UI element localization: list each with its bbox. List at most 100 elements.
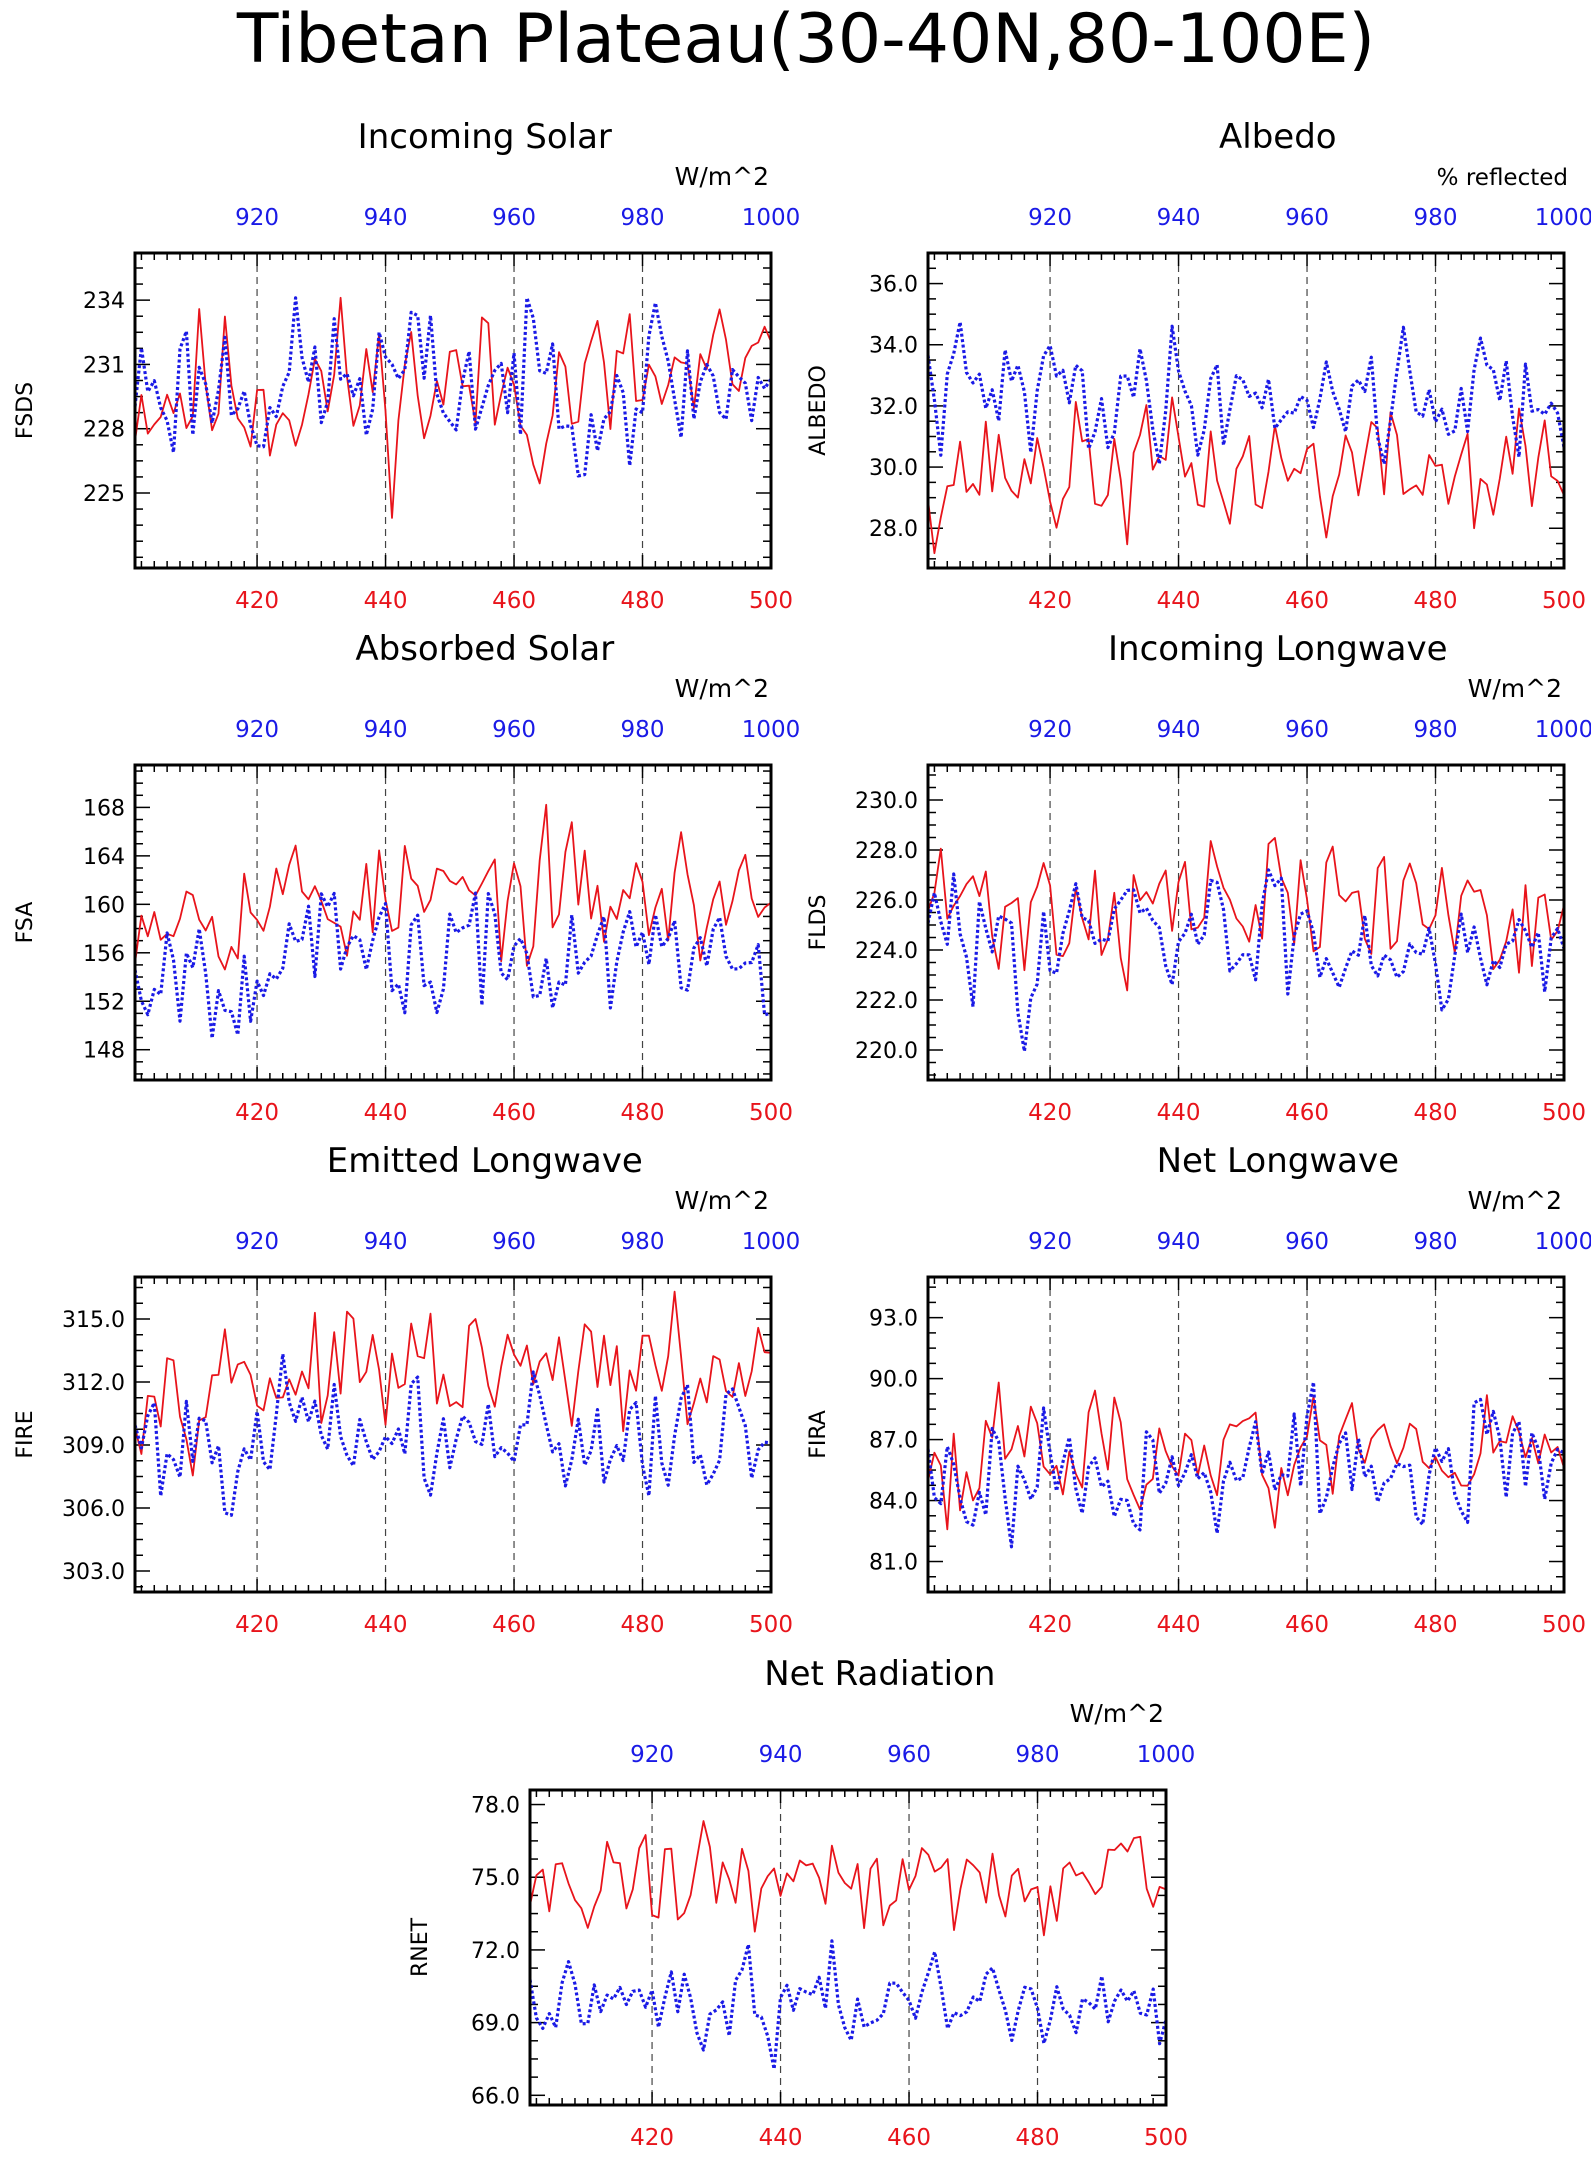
y-tick-label: 315.0 xyxy=(62,1308,125,1333)
units-label: W/m^2 xyxy=(675,162,769,191)
x-tick-label-bottom: 500 xyxy=(1542,1612,1586,1638)
x-tick-label-bottom: 420 xyxy=(235,1612,279,1638)
series-line-blue xyxy=(528,1939,1168,2071)
x-tick-label-bottom: 440 xyxy=(1157,1100,1201,1126)
x-tick-label-top: 960 xyxy=(492,205,536,231)
series-line-blue xyxy=(926,868,1566,1053)
x-tick-label-top: 1000 xyxy=(1137,1742,1196,1768)
units-label: W/m^2 xyxy=(1468,674,1562,703)
x-tick-label-top: 920 xyxy=(630,1742,674,1768)
y-tick-label: 224.0 xyxy=(855,939,918,964)
y-axis-label: RNET xyxy=(408,1917,433,1977)
y-axis-label: FLDS xyxy=(806,895,831,951)
y-tick-label: 164 xyxy=(83,845,125,870)
plot-frame xyxy=(133,251,773,570)
x-tick-label-bottom: 480 xyxy=(1016,2125,1060,2151)
y-tick-label: 228 xyxy=(83,418,125,443)
x-tick-label-top: 960 xyxy=(1285,717,1329,743)
y-tick-label: 160 xyxy=(83,893,125,918)
y-tick-label: 156 xyxy=(83,942,125,967)
y-tick-label: 312.0 xyxy=(62,1371,125,1396)
series-line-blue xyxy=(133,296,773,478)
x-tick-label-bottom: 440 xyxy=(364,588,408,614)
series-line-red xyxy=(134,1290,772,1477)
x-tick-label-bottom: 420 xyxy=(235,1100,279,1126)
x-tick-label-top: 1000 xyxy=(742,717,801,743)
x-tick-label-bottom: 460 xyxy=(1285,588,1329,614)
x-tick-label-bottom: 480 xyxy=(621,1100,665,1126)
plot-frame xyxy=(133,1275,773,1594)
y-axis-label: ALBEDO xyxy=(806,365,831,456)
y-tick-label: 66.0 xyxy=(471,2084,520,2109)
y-tick-label: 306.0 xyxy=(62,1497,125,1522)
panel-albedo: Albedo % reflected ALBEDO 420 440 460 480 500 92… xyxy=(806,117,1591,614)
units-label: W/m^2 xyxy=(1070,1699,1164,1728)
y-tick-label: 69.0 xyxy=(471,2012,520,2037)
series-line-red xyxy=(134,296,772,519)
y-tick-label: 78.0 xyxy=(471,1794,520,1819)
panel-title: Emitted Longwave xyxy=(327,1141,643,1181)
x-tick-label-top: 960 xyxy=(492,1229,536,1255)
y-tick-label: 220.0 xyxy=(855,1039,918,1064)
panel-net-radiation: Net Radiation W/m^2 RNET 420 440 460 480 500 920… xyxy=(408,1654,1195,2151)
x-tick-label-top: 920 xyxy=(235,717,279,743)
y-tick-label: 87.0 xyxy=(869,1429,918,1454)
series-line-red xyxy=(927,837,1565,992)
series-line-blue xyxy=(133,1352,772,1517)
panel-incoming-solar: Incoming Solar W/m^2 FSDS 420 440 460 480 500 92… xyxy=(13,117,800,614)
series-line-blue xyxy=(133,891,772,1040)
y-tick-label: 28.0 xyxy=(869,517,918,542)
x-tick-label-bottom: 500 xyxy=(749,1100,793,1126)
x-tick-label-bottom: 440 xyxy=(1157,588,1201,614)
plot-frame xyxy=(926,763,1566,1082)
y-tick-label: 75.0 xyxy=(471,1866,520,1891)
y-tick-label: 222.0 xyxy=(855,989,918,1014)
units-label: W/m^2 xyxy=(675,1186,769,1215)
x-tick-label-top: 1000 xyxy=(1535,717,1591,743)
x-tick-label-top: 940 xyxy=(759,1742,803,1768)
series-line-red xyxy=(134,803,772,971)
x-tick-label-top: 980 xyxy=(1414,205,1458,231)
plot-frame xyxy=(133,763,773,1082)
panel-title: Incoming Solar xyxy=(358,117,612,157)
figure-title: Tibetan Plateau(30-40N,80-100E) xyxy=(236,0,1375,79)
x-tick-label-top: 960 xyxy=(1285,205,1329,231)
y-tick-label: 231 xyxy=(83,353,125,378)
y-tick-label: 90.0 xyxy=(869,1368,918,1393)
x-tick-label-bottom: 420 xyxy=(235,588,279,614)
y-tick-label: 32.0 xyxy=(869,395,918,420)
y-tick-label: 230.0 xyxy=(855,789,918,814)
plot-frame xyxy=(926,1275,1566,1594)
x-tick-label-bottom: 460 xyxy=(887,2125,931,2151)
x-tick-label-bottom: 500 xyxy=(1542,588,1586,614)
x-tick-label-bottom: 440 xyxy=(364,1612,408,1638)
panel-title: Incoming Longwave xyxy=(1108,629,1448,669)
x-tick-label-bottom: 480 xyxy=(1414,588,1458,614)
y-tick-label: 234 xyxy=(83,289,125,314)
x-tick-label-top: 940 xyxy=(364,1229,408,1255)
x-tick-label-top: 940 xyxy=(364,205,408,231)
x-tick-label-bottom: 440 xyxy=(759,2125,803,2151)
x-tick-label-top: 980 xyxy=(1016,1742,1060,1768)
x-tick-label-top: 980 xyxy=(1414,1229,1458,1255)
x-tick-label-bottom: 480 xyxy=(621,588,665,614)
x-tick-label-top: 940 xyxy=(364,717,408,743)
panel-absorbed-solar: Absorbed Solar W/m^2 FSA 420 440 460 480 500 920… xyxy=(13,629,800,1126)
x-tick-label-top: 1000 xyxy=(1535,1229,1591,1255)
y-tick-label: 93.0 xyxy=(869,1307,918,1332)
panel-title: Absorbed Solar xyxy=(355,629,614,669)
units-label: W/m^2 xyxy=(1468,1186,1562,1215)
x-tick-label-top: 920 xyxy=(1028,717,1072,743)
x-tick-label-top: 980 xyxy=(621,717,665,743)
y-tick-label: 148 xyxy=(83,1039,125,1064)
x-tick-label-top: 920 xyxy=(1028,205,1072,231)
y-tick-label: 168 xyxy=(83,796,125,821)
y-axis-label: FSDS xyxy=(13,382,38,439)
x-tick-label-bottom: 460 xyxy=(492,1100,536,1126)
x-tick-label-top: 940 xyxy=(1157,1229,1201,1255)
x-tick-label-bottom: 440 xyxy=(364,1100,408,1126)
x-tick-label-top: 920 xyxy=(235,205,279,231)
x-tick-label-top: 920 xyxy=(1028,1229,1072,1255)
x-tick-label-bottom: 480 xyxy=(621,1612,665,1638)
